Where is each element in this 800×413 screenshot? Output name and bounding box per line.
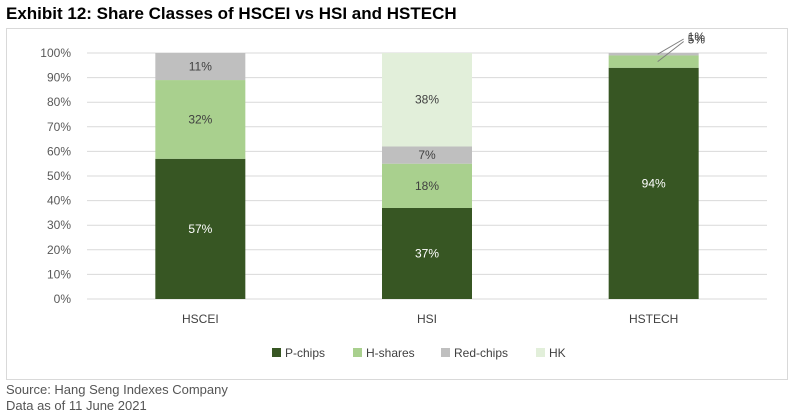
as-of-note: Data as of 11 June 2021 (6, 398, 147, 413)
y-tick-label: 0% (54, 292, 72, 306)
bar-segment (382, 163, 472, 208)
data-label: 57% (188, 222, 212, 236)
y-tick-label: 60% (47, 144, 71, 158)
data-label: 1% (688, 30, 706, 44)
legend-swatch (441, 348, 450, 357)
y-tick-label: 10% (47, 267, 71, 281)
y-tick-label: 100% (40, 46, 71, 60)
leader-line (657, 41, 684, 63)
x-category-label: HSTECH (629, 312, 678, 326)
y-axis-ticks: 0% 10% 20% 30% 40% 50% 60% 70% 80% 90% 100% (40, 46, 71, 306)
legend-label: H-shares (366, 346, 415, 360)
chart-frame: 0% 10% 20% 30% 40% 50% 60% 70% 80% 90% 100% 57% 32%… (6, 28, 788, 380)
data-label: 7% (418, 148, 436, 162)
legend-swatch (272, 348, 281, 357)
data-label: 5% (688, 32, 706, 46)
data-label: 11% (189, 60, 212, 74)
data-label: 37% (415, 246, 439, 260)
bar-segment (155, 158, 246, 299)
bar-segment (382, 53, 472, 147)
legend-label: Red-chips (454, 346, 508, 360)
bar-segment (155, 80, 246, 159)
bars (155, 53, 699, 299)
chart-title: Exhibit 12: Share Classes of HSCEI vs HS… (6, 4, 457, 23)
legend-swatch (536, 348, 545, 357)
bar-segment (608, 55, 699, 68)
data-label: 18% (415, 179, 439, 193)
stacked-bar-chart: 0% 10% 20% 30% 40% 50% 60% 70% 80% 90% 100% 57% 32%… (40, 30, 767, 360)
data-labels: 57% 32% 11% 37% 18% 7% 38% 94% 5%1% (188, 30, 705, 260)
y-tick-label: 80% (47, 95, 71, 109)
data-label: 38% (415, 93, 439, 107)
x-category-label: HSI (417, 312, 437, 326)
legend-label: P-chips (285, 346, 325, 360)
bar-segment (382, 146, 472, 164)
bar-segment (155, 53, 246, 81)
y-tick-label: 90% (47, 71, 71, 85)
legend: P-chips H-shares Red-chips HK (272, 346, 566, 360)
bar-segment (608, 67, 699, 299)
legend-label: HK (549, 346, 566, 360)
y-tick-label: 70% (47, 120, 71, 134)
data-label: 94% (642, 176, 666, 190)
data-label: 32% (188, 112, 212, 126)
x-axis-categories: HSCEI HSI HSTECH (182, 312, 678, 326)
source-note: Source: Hang Seng Indexes Company (6, 382, 228, 397)
y-tick-label: 40% (47, 194, 71, 208)
y-tick-label: 50% (47, 169, 71, 183)
bar-segment (608, 53, 699, 56)
legend-swatch (353, 348, 362, 357)
x-category-label: HSCEI (182, 312, 219, 326)
y-tick-label: 20% (47, 243, 71, 257)
leader-line (657, 38, 684, 55)
bar-segment (382, 207, 472, 299)
y-tick-label: 30% (47, 218, 71, 232)
